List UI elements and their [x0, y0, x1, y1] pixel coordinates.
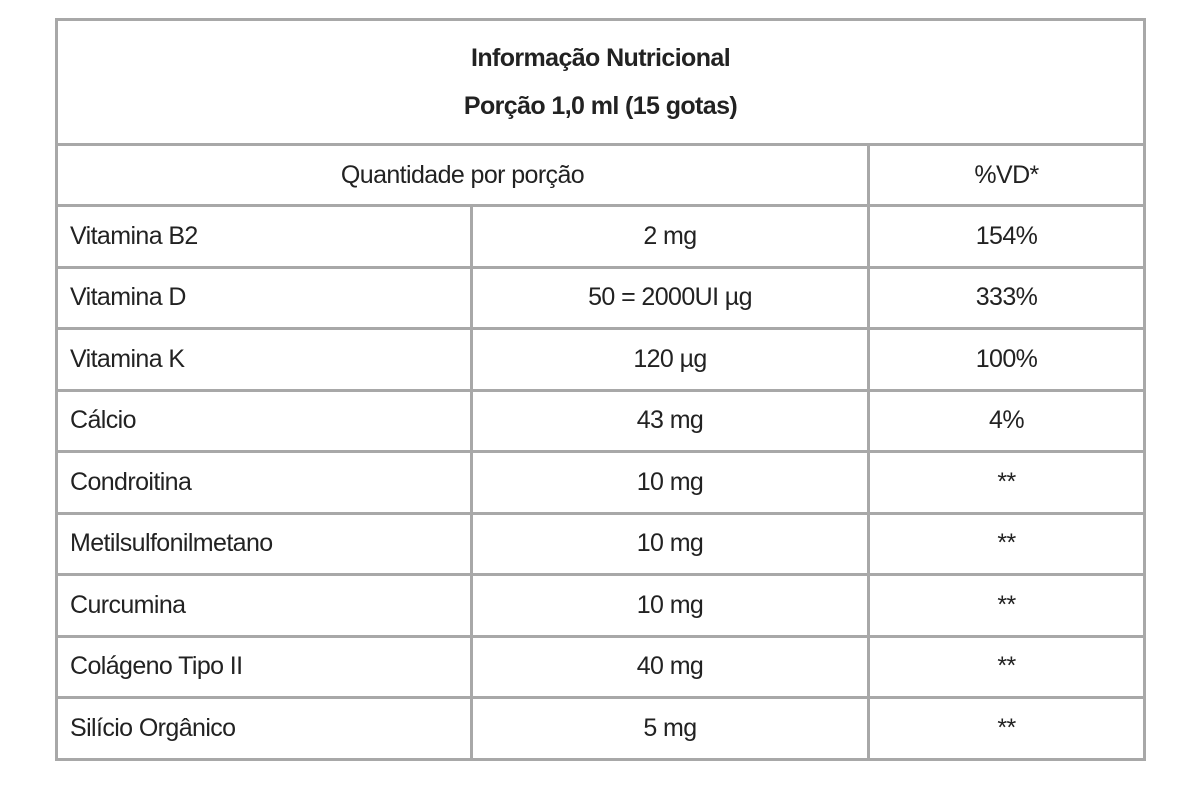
amount: 5 mg [470, 696, 870, 761]
daily-value: 4% [866, 388, 1147, 453]
nutrient-name: Metilsulfonilmetano [55, 511, 473, 576]
daily-value: 154% [866, 204, 1147, 269]
title-cell: Informação Nutricional Porção 1,0 ml (15… [54, 18, 1147, 146]
nutrient-row: Condroitina 10 mg ** [55, 450, 1147, 515]
table-body: Vitamina B2 2 mg 154% Vitamina D 50 = 2000UI… [55, 204, 1147, 761]
nutrient-row: Vitamina B2 2 mg 154% [55, 204, 1147, 269]
column-header: Quantidade por porção [55, 143, 870, 207]
table-head: Informação Nutricional Porção 1,0 ml (15… [54, 18, 1147, 207]
amount: 10 mg [470, 450, 870, 515]
nutrient-name: Vitamina K [55, 327, 473, 392]
daily-value: ** [866, 696, 1147, 761]
daily-value: ** [866, 634, 1147, 699]
nutrient-row: Cálcio 43 mg 4% [55, 388, 1147, 453]
amount: 50 = 2000UI µg [470, 265, 870, 330]
column-header-row: Quantidade por porção %VD* [55, 143, 1147, 207]
column-header: %VD* [866, 143, 1147, 207]
nutrient-row: Curcumina 10 mg ** [55, 573, 1147, 638]
amount: 10 mg [470, 573, 870, 638]
amount: 120 µg [470, 327, 870, 392]
amount: 40 mg [470, 634, 870, 699]
nutrient-row: Vitamina D 50 = 2000UI µg 333% [55, 265, 1147, 330]
nutrient-row: Vitamina K 120 µg 100% [55, 327, 1147, 392]
amount: 43 mg [470, 388, 870, 453]
nutrient-name: Curcumina [55, 573, 473, 638]
nutrient-name: Vitamina D [55, 265, 473, 330]
nutrient-row: Silício Orgânico 5 mg ** [55, 696, 1147, 761]
nutrition-table: Informação Nutricional Porção 1,0 ml (15… [54, 18, 1147, 761]
nutrient-name: Silício Orgânico [55, 696, 473, 761]
daily-value: ** [866, 573, 1147, 638]
nutrient-name: Vitamina B2 [55, 204, 473, 269]
table-subtitle: Porção 1,0 ml (15 gotas) [463, 92, 738, 120]
daily-value: 333% [866, 265, 1147, 330]
table-title: Informação Nutricional [470, 44, 731, 72]
amount: 2 mg [470, 204, 870, 269]
nutrient-name: Colágeno Tipo II [55, 634, 473, 699]
daily-value: ** [866, 511, 1147, 576]
nutrient-name: Cálcio [55, 388, 473, 453]
amount: 10 mg [470, 511, 870, 576]
nutrient-row: Colágeno Tipo II 40 mg ** [55, 634, 1147, 699]
title-row: Informação Nutricional Porção 1,0 ml (15… [54, 18, 1147, 146]
nutrient-row: Metilsulfonilmetano 10 mg ** [55, 511, 1147, 576]
nutrient-name: Condroitina [55, 450, 473, 515]
daily-value: ** [866, 450, 1147, 515]
daily-value: 100% [866, 327, 1147, 392]
